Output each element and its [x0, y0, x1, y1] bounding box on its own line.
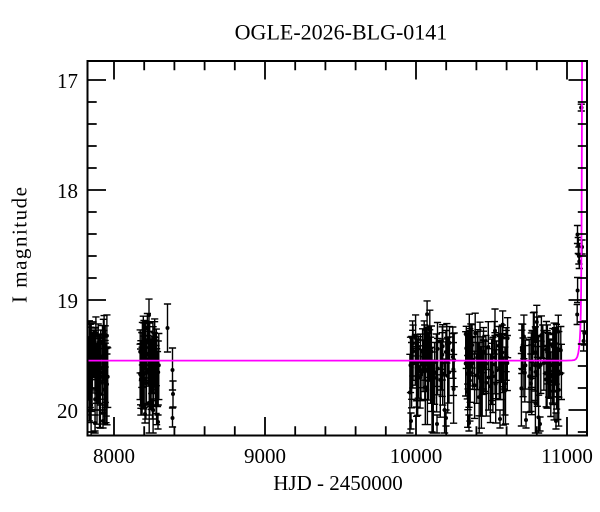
- svg-text:20: 20: [57, 399, 78, 423]
- svg-text:10000: 10000: [390, 444, 443, 468]
- svg-text:OGLE-2026-BLG-0141: OGLE-2026-BLG-0141: [235, 20, 448, 45]
- svg-text:11000: 11000: [541, 444, 593, 468]
- svg-text:I magnitude: I magnitude: [8, 187, 32, 303]
- svg-text:19: 19: [57, 289, 78, 313]
- svg-text:9000: 9000: [244, 444, 286, 468]
- svg-text:8000: 8000: [93, 444, 135, 468]
- svg-text:HJD - 2450000: HJD - 2450000: [273, 471, 403, 495]
- svg-text:17: 17: [57, 69, 78, 93]
- svg-text:18: 18: [57, 179, 78, 203]
